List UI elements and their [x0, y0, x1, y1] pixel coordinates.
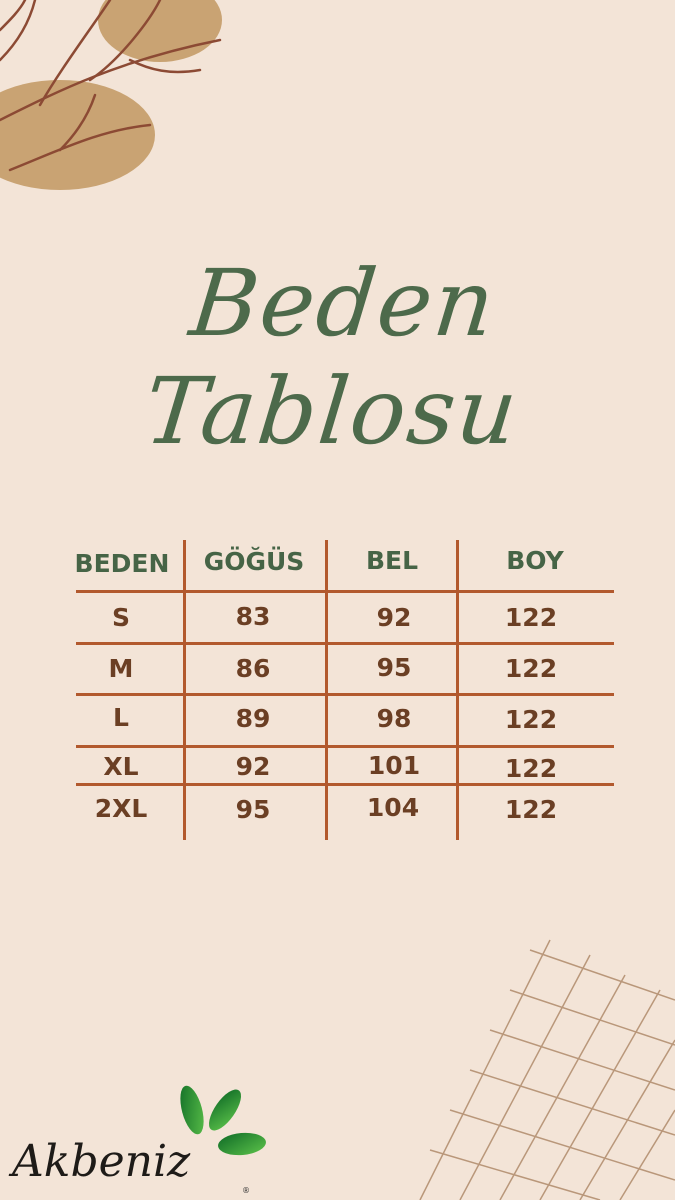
page-title: Beden Tablosu [0, 250, 675, 466]
table-divider [76, 642, 614, 645]
value-cell: 89 [235, 704, 271, 733]
table-divider [456, 540, 459, 840]
value-cell: 95 [235, 795, 271, 824]
table-divider [76, 783, 614, 786]
title-line-2: Tablosu [139, 358, 525, 465]
value-cell: 92 [376, 603, 412, 632]
title-line-1: Beden [185, 250, 502, 357]
value-cell: 101 [367, 751, 421, 780]
registered-mark: ® [242, 1186, 250, 1195]
value-cell: 122 [504, 705, 558, 734]
size-cell: L [113, 703, 129, 732]
table-divider [325, 540, 328, 840]
leaf-icon [180, 1085, 266, 1156]
size-cell: XL [103, 752, 139, 781]
size-cell: M [108, 654, 134, 683]
value-cell: 92 [235, 752, 271, 781]
table-divider [76, 693, 614, 696]
table-divider [76, 590, 614, 593]
branch-decoration [0, 0, 222, 190]
value-cell: 98 [376, 704, 412, 733]
value-cell: 83 [235, 602, 271, 631]
value-cell: 122 [504, 603, 558, 632]
value-cell: 104 [366, 793, 420, 822]
value-cell: 122 [504, 754, 558, 783]
value-cell: 86 [235, 654, 271, 683]
value-cell: 122 [504, 795, 558, 824]
value-cell: 95 [376, 653, 412, 682]
header-bel: BEL [365, 546, 419, 575]
header-gogus: GÖĞÜS [203, 547, 305, 576]
header-beden: BEDEN [74, 549, 170, 578]
size-cell: 2XL [94, 794, 148, 823]
grid-decoration [419, 939, 675, 1200]
size-cell: S [111, 603, 130, 632]
header-boy: BOY [506, 546, 564, 575]
table-divider [183, 540, 186, 840]
value-cell: 122 [504, 654, 558, 683]
table-divider [76, 745, 614, 748]
logo-text: Akbeniz [12, 1136, 191, 1187]
